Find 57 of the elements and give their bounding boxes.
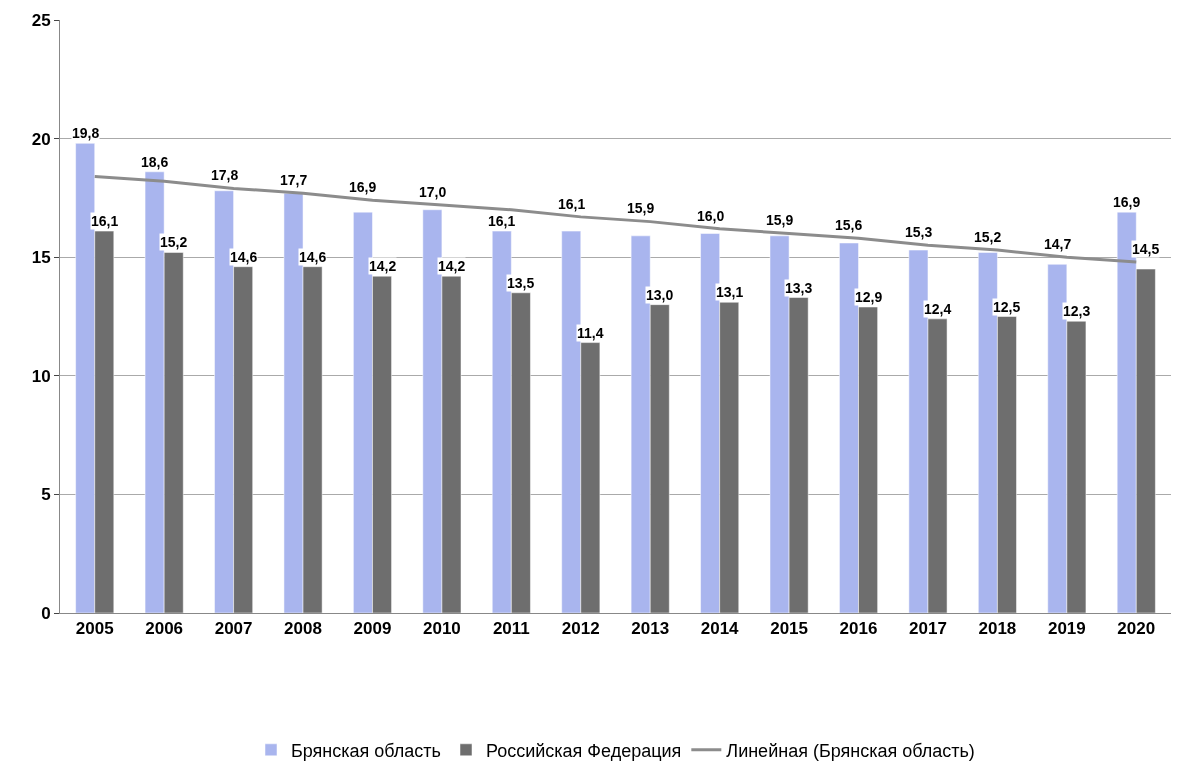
y-tick-label: 0	[41, 603, 51, 623]
x-tick-label: 2017	[909, 619, 947, 639]
x-tick-label: 2005	[75, 619, 114, 639]
x-tick-label: 2006	[145, 619, 184, 639]
x-tick-label: 2014	[700, 619, 740, 639]
data-label: 15,9	[766, 212, 794, 228]
data-label: 15,9	[627, 200, 655, 216]
data-label: 16,9	[349, 179, 377, 195]
data-label: 16,1	[91, 213, 119, 229]
x-tick-label: 2008	[284, 619, 322, 639]
data-label: 15,6	[835, 217, 863, 233]
x-tick-label: 2016	[839, 619, 878, 639]
y-tick-label: 25	[31, 10, 51, 30]
data-label: 19,8	[72, 125, 100, 141]
data-label: 13,1	[716, 284, 744, 300]
x-tick-label: 2007	[214, 619, 253, 639]
data-label: 11,4	[577, 325, 604, 341]
data-label: 14,2	[369, 258, 397, 274]
data-label: 16,9	[1113, 194, 1141, 210]
data-label: 13,3	[785, 280, 813, 296]
data-label: 14,5	[1132, 241, 1160, 257]
data-label: 12,3	[1063, 303, 1091, 319]
y-tick-label: 10	[31, 366, 51, 386]
data-label: 13,5	[507, 275, 535, 291]
y-tick-label: 15	[31, 248, 51, 268]
data-label: 13,0	[646, 287, 674, 303]
data-label: 14,6	[230, 249, 258, 265]
y-tick-label: 5	[41, 485, 51, 505]
data-label: 14,2	[438, 258, 466, 274]
y-tick-label: 20	[31, 129, 51, 149]
x-tick-label: 2011	[492, 619, 530, 639]
data-label: 16,0	[697, 208, 725, 224]
data-label: 12,5	[993, 299, 1021, 315]
data-label: 18,6	[141, 154, 169, 170]
x-tick-label: 2013	[631, 619, 670, 639]
x-tick-label: 2020	[1117, 619, 1156, 639]
x-tick-label: 2010	[423, 619, 461, 639]
legend-label: Брянская область	[291, 740, 441, 761]
data-label: 17,0	[419, 184, 447, 200]
x-tick-label: 2009	[353, 619, 392, 639]
data-label: 15,2	[974, 229, 1002, 245]
data-label: 15,2	[160, 234, 188, 250]
data-label: 14,6	[299, 249, 327, 265]
x-tick-label: 2019	[1047, 619, 1086, 639]
data-label: 14,7	[1044, 236, 1072, 252]
data-label: 17,8	[211, 167, 239, 183]
legend-label: Российская Федерация	[486, 740, 682, 761]
legend-label: Линейная (Брянская область)	[726, 740, 975, 761]
data-label: 16,1	[558, 196, 586, 212]
x-tick-label: 2018	[978, 619, 1017, 639]
data-label: 16,1	[488, 213, 516, 229]
data-label: 15,3	[905, 224, 933, 240]
data-label: 12,9	[855, 289, 883, 305]
x-tick-label: 2015	[770, 619, 808, 639]
data-label: 17,7	[280, 172, 308, 188]
data-label: 12,4	[924, 301, 952, 317]
x-tick-label: 2012	[561, 619, 600, 639]
